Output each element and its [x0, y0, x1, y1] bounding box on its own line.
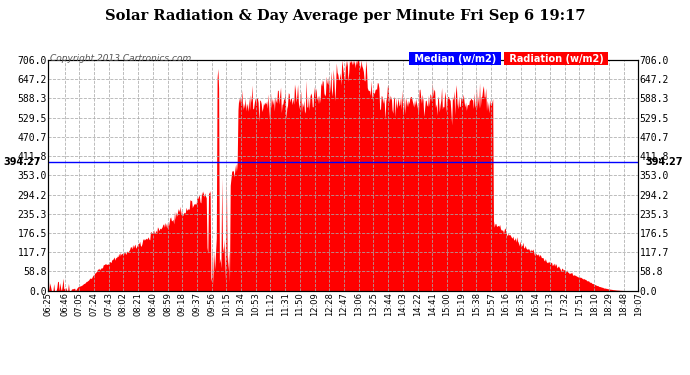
Text: 394.27: 394.27 [645, 157, 682, 167]
Text: Radiation (w/m2): Radiation (w/m2) [506, 54, 607, 64]
Text: 394.27: 394.27 [4, 157, 41, 167]
Text: Copyright 2013 Cartronics.com: Copyright 2013 Cartronics.com [50, 54, 191, 63]
Text: Median (w/m2): Median (w/m2) [411, 54, 499, 64]
Text: Solar Radiation & Day Average per Minute Fri Sep 6 19:17: Solar Radiation & Day Average per Minute… [105, 9, 585, 23]
